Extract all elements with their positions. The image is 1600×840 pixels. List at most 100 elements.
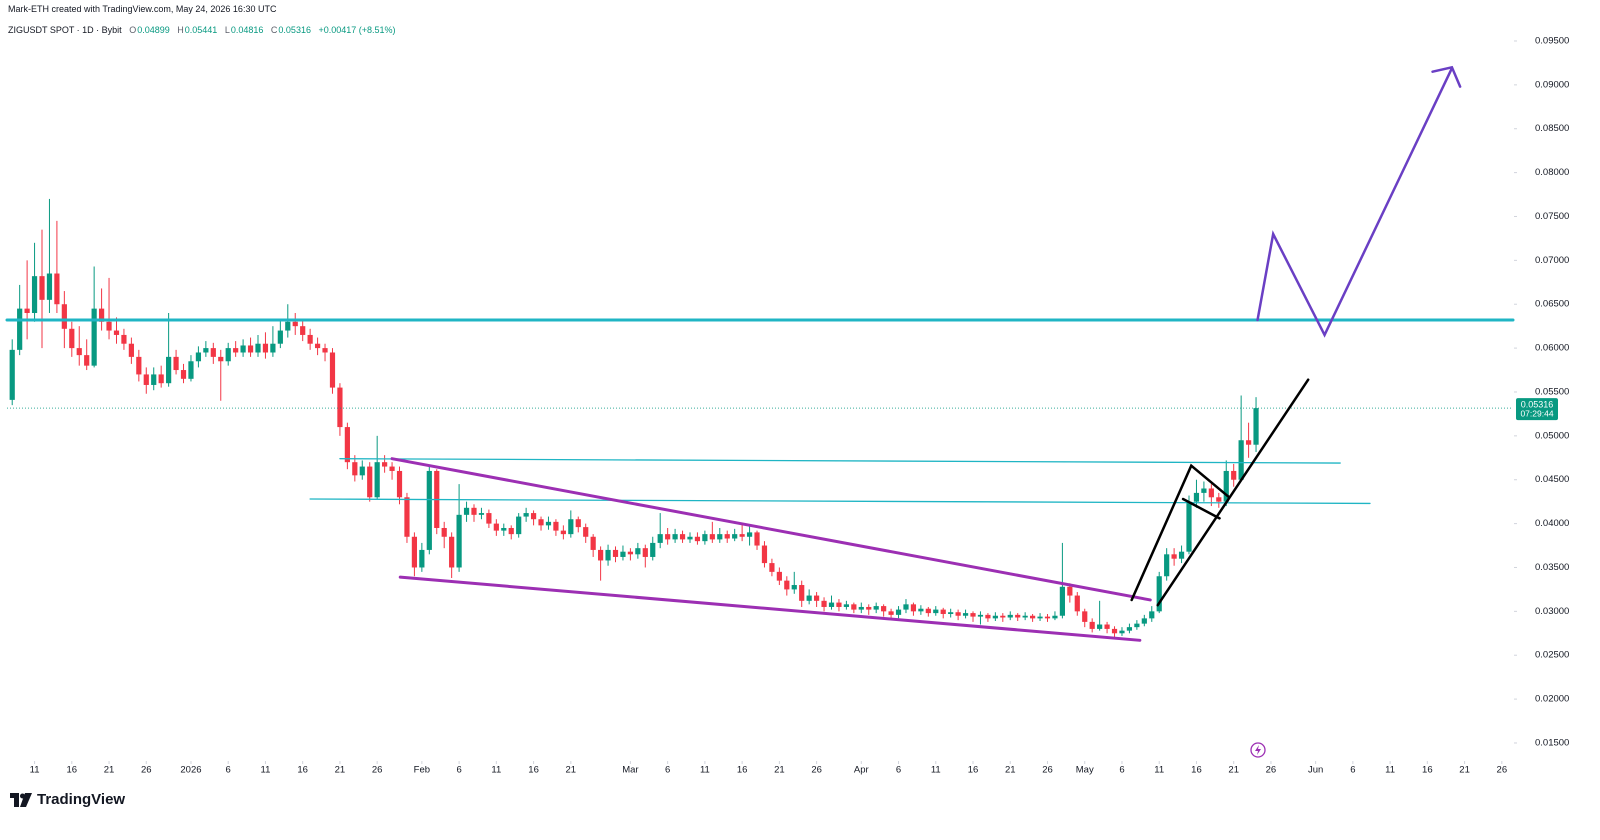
candle-body [1149, 611, 1155, 619]
candle-body [374, 462, 380, 498]
candle-body [76, 348, 82, 356]
candle-body [337, 387, 343, 428]
legend-value: 0.04899 [137, 25, 170, 35]
candle-body [620, 551, 626, 557]
y-tick-label: 0.07500 [1535, 211, 1569, 222]
candle-body [367, 466, 373, 498]
candle-body [441, 527, 447, 537]
x-tick-label: 11 [931, 765, 941, 776]
x-tick-label: 16 [67, 765, 78, 776]
candle-body [389, 466, 395, 471]
candle-body [605, 549, 611, 561]
y-tick-label: 0.06000 [1535, 343, 1569, 354]
candle-body [143, 374, 149, 385]
candle-body [538, 519, 544, 526]
candle-body [307, 334, 313, 344]
candle-body [1201, 488, 1207, 493]
drawing-line [1181, 497, 1221, 520]
candle-body [553, 521, 559, 531]
candle-body [732, 534, 738, 539]
candle-body [39, 276, 45, 300]
y-tick-label: 0.08500 [1535, 123, 1569, 134]
x-tick-label: 21 [566, 765, 577, 776]
candle-body [1164, 554, 1170, 577]
last-price-label: 0.05316 [1521, 399, 1554, 409]
candle-body [1059, 586, 1065, 616]
candle-body [158, 374, 164, 384]
x-tick-label: 26 [1266, 765, 1277, 776]
y-tick-label: 0.04500 [1535, 474, 1569, 485]
y-tick-label: 0.05500 [1535, 386, 1569, 397]
alert-icon-ring [1250, 742, 1266, 758]
x-tick-label: 11 [700, 765, 710, 776]
candle-body [642, 548, 648, 557]
x-tick-label: 6 [896, 765, 901, 776]
x-tick-label: 21 [774, 765, 785, 776]
candle-body [776, 571, 782, 581]
candle-body [486, 513, 492, 524]
candle-body [98, 308, 105, 322]
x-tick-label: 11 [491, 765, 501, 776]
y-tick-label: 0.08000 [1535, 167, 1569, 178]
candle-body [382, 462, 388, 467]
candle-body [694, 536, 701, 542]
candle-body [359, 466, 365, 476]
candle-body [598, 549, 604, 561]
legend-key: L [224, 25, 230, 35]
candle-body [173, 356, 179, 371]
candle-body [940, 609, 946, 614]
candle-body [314, 343, 321, 349]
candle-body [151, 374, 157, 385]
x-tick-label: 16 [528, 765, 539, 776]
legend-value: 0.05316 [278, 25, 311, 35]
candle-body [806, 595, 812, 601]
brand-name: TradingView [37, 791, 126, 808]
candle-body [612, 549, 619, 557]
candle-body [590, 536, 596, 550]
candle-body [1067, 586, 1073, 596]
candle-body [881, 606, 887, 612]
x-tick-label: 11 [1385, 765, 1395, 776]
x-tick-label: 16 [297, 765, 308, 776]
drawing-line [309, 498, 1371, 505]
candle-body [851, 604, 857, 610]
candle-body [516, 516, 522, 535]
candle-body [404, 497, 410, 537]
candle-body [411, 536, 418, 568]
candle-body [113, 330, 120, 335]
candle-body [233, 348, 239, 353]
candle-body [277, 330, 283, 344]
legend-value: 0.05441 [184, 25, 218, 35]
x-tick-label: Jun [1308, 765, 1323, 776]
candle-body [426, 470, 432, 550]
candle-body [814, 595, 820, 601]
candle-body [54, 273, 60, 305]
legend-key: C [270, 25, 278, 35]
candle-body [866, 606, 872, 610]
x-tick-label: 16 [737, 765, 748, 776]
candle-body [791, 585, 797, 590]
candle-body [1231, 470, 1237, 480]
candle-body [1216, 497, 1222, 502]
candle-body [687, 536, 693, 540]
candle-body [1208, 488, 1214, 498]
candle-body [1082, 611, 1088, 622]
x-tick-label: 26 [1497, 765, 1508, 776]
candle-body [419, 549, 425, 568]
candle-body [17, 308, 23, 350]
candle-body [203, 348, 209, 353]
candle-body [724, 534, 730, 539]
candle-body [627, 551, 634, 555]
candle-body [1156, 576, 1162, 612]
candle-body [635, 548, 641, 555]
candle-body [1223, 470, 1229, 502]
candle-body [702, 534, 708, 542]
candle-body [1238, 440, 1244, 480]
candle-body [895, 609, 902, 615]
x-tick-label: 26 [141, 765, 152, 776]
candle-body [858, 606, 864, 610]
x-tick-label: 21 [1228, 765, 1239, 776]
x-tick-label: 21 [104, 765, 115, 776]
candle-body [449, 536, 455, 568]
